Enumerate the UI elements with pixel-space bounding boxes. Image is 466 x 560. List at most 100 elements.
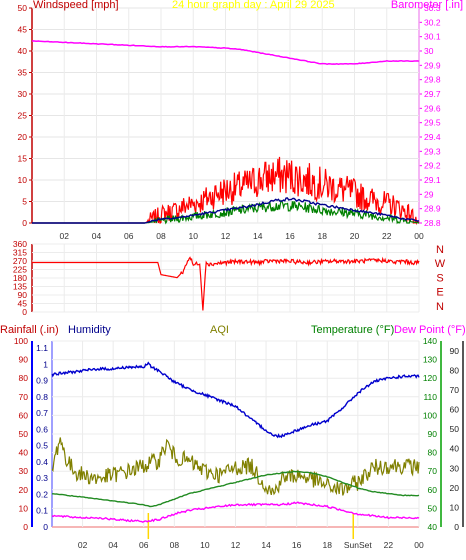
temperature-axis-title: Temperature (°F) (311, 324, 394, 336)
barometer-tick-label: 29.7 (424, 89, 441, 99)
hour-tick-label: 02 (60, 231, 70, 241)
temperature-tick-label: 110 (423, 392, 437, 402)
rainfall-tick-label: 60 (19, 410, 29, 420)
hour-tick-label: 06 (139, 540, 149, 550)
hour-tick-label: 20 (350, 231, 360, 241)
compass-direction-label: E (436, 287, 443, 299)
dewpoint-tick-label: 90 (450, 346, 460, 356)
dewpoint-tick-label: 70 (450, 385, 460, 395)
temperature-tick-label: 90 (428, 429, 438, 439)
windspeed-tick-label: 30 (18, 89, 28, 99)
windspeed-tick-label: 10 (18, 175, 28, 185)
rainfall-tick-label: 70 (19, 392, 29, 402)
hour-tick-label: 16 (285, 231, 295, 241)
hour-tick-label: 14 (261, 540, 271, 550)
barometer-series (31, 40, 420, 65)
rainfall-tick-label: 80 (19, 373, 29, 383)
hour-tick-label: 22 (382, 231, 392, 241)
rainfall-tick-label: 30 (19, 466, 29, 476)
wind-speed-series (32, 197, 420, 224)
barometer-tick-label: 29.9 (424, 60, 441, 70)
hour-tick-label: 02 (78, 540, 88, 550)
humidity-tick-label: 0.2 (36, 489, 48, 499)
barometer-tick-label: 30.1 (424, 32, 441, 42)
humidity-tick-label: 0.1 (36, 506, 48, 516)
windspeed-axis-title: Windspeed [mph] (33, 0, 119, 11)
compass-direction-label: S (436, 272, 443, 284)
direction-tick-label: 0 (22, 307, 27, 317)
barometer-tick-label: 29.2 (424, 161, 441, 171)
rainfall-tick-label: 50 (19, 429, 29, 439)
temperature-tick-label: 80 (428, 448, 438, 458)
hour-tick-label: 00 (414, 540, 424, 550)
dewpoint-tick-label: 30 (450, 463, 460, 473)
humidity-tick-label: 1.1 (36, 343, 48, 353)
dewpoint-tick-label: 80 (450, 365, 460, 375)
windspeed-tick-label: 50 (18, 3, 28, 13)
temperature-tick-label: 140 (423, 336, 437, 346)
windspeed-tick-label: 35 (18, 68, 28, 78)
barometer-tick-label: 29.4 (424, 132, 441, 142)
barometer-tick-label: 29.5 (424, 118, 441, 128)
humidity-tick-label: 0.4 (36, 457, 48, 467)
barometer-tick-label: 29.6 (424, 103, 441, 113)
compass-direction-label: N (436, 301, 444, 313)
compass-direction-label: W (435, 258, 446, 270)
hour-tick-label: 04 (108, 540, 118, 550)
barometer-tick-label: 30.2 (424, 17, 441, 27)
temperature-tick-label: 120 (423, 373, 437, 383)
hour-tick-label: SunSet (344, 540, 373, 550)
windspeed-tick-label: 0 (22, 218, 27, 228)
compass-direction-label: N (436, 244, 444, 256)
direction-tick-label: 225 (13, 265, 27, 275)
humidity-tick-label: 0.3 (36, 473, 48, 483)
humidity-axis-title: Humidity (68, 324, 111, 336)
temperature-series (52, 470, 420, 508)
direction-tick-label: 270 (13, 256, 27, 266)
temperature-tick-label: 100 (423, 410, 437, 420)
rainfall-tick-label: 20 (19, 485, 29, 495)
dewpoint-tick-label: 50 (450, 424, 460, 434)
barometer-tick-label: 29.8 (424, 75, 441, 85)
barometer-tick-label: 28.9 (424, 204, 441, 214)
barometer-tick-label: 29 (424, 189, 434, 199)
barometer-tick-label: 29.1 (424, 175, 441, 185)
temperature-tick-label: 60 (428, 485, 438, 495)
barometer-axis-title: Barometer [.in] (391, 0, 463, 11)
barometer-tick-label: 29.3 (424, 146, 441, 156)
rainfall-tick-label: 0 (23, 522, 28, 532)
rainfall-tick-label: 40 (19, 448, 29, 458)
humidity-series (51, 361, 420, 439)
hour-tick-label: 10 (200, 540, 210, 550)
rainfall-tick-label: 90 (19, 355, 29, 365)
hour-tick-label: 18 (318, 231, 328, 241)
hour-tick-label: 08 (170, 540, 180, 550)
aqi-axis-title: AQI (210, 324, 229, 336)
hour-tick-label: 08 (156, 231, 166, 241)
direction-tick-label: 90 (18, 290, 28, 300)
dewpoint-axis-title: Dew Point (°F) (394, 324, 466, 336)
direction-tick-label: 45 (18, 299, 28, 309)
windspeed-tick-label: 20 (18, 132, 28, 142)
windspeed-tick-label: 25 (18, 111, 28, 121)
humidity-tick-label: 0 (43, 522, 48, 532)
humidity-tick-label: 0.6 (36, 424, 48, 434)
hour-tick-label: 18 (323, 540, 333, 550)
hour-tick-label: 16 (292, 540, 302, 550)
direction-tick-label: 135 (13, 282, 27, 292)
dewpoint-tick-label: 0 (454, 522, 459, 532)
hour-tick-label: 10 (189, 231, 199, 241)
windspeed-tick-label: 15 (18, 154, 28, 164)
direction-tick-label: 315 (13, 248, 27, 258)
temperature-tick-label: 50 (428, 503, 438, 513)
dewpoint-tick-label: 20 (450, 483, 460, 493)
windspeed-tick-label: 40 (18, 46, 28, 56)
hour-tick-label: 04 (92, 231, 102, 241)
dewpoint-tick-label: 40 (450, 444, 460, 454)
humidity-tick-label: 0.8 (36, 392, 48, 402)
wind-direction-series (32, 256, 420, 311)
dewpoint-series (51, 501, 420, 523)
